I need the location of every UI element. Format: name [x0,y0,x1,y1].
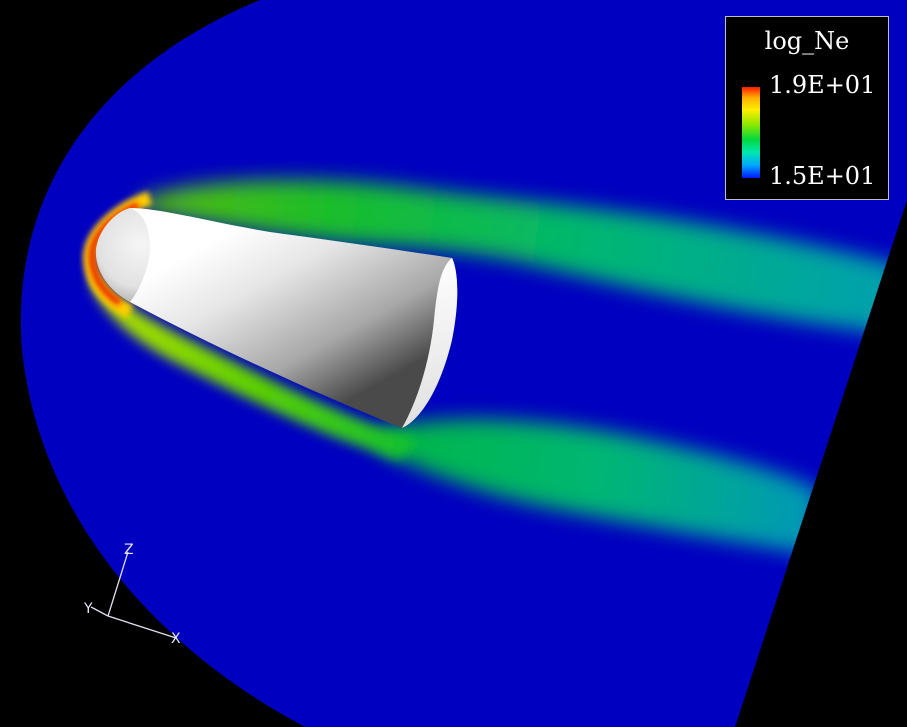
legend-max-label: 1.9E+01 [769,71,876,99]
capsule-base [402,258,458,428]
upper-wake-plume [140,179,900,335]
z-axis-line [107,551,129,617]
y-axis-line [90,606,109,617]
capsule-nose-highlight [95,208,150,302]
y-axis-label: Y [83,601,93,617]
x-axis-line [107,615,177,639]
capsule-body [95,208,458,428]
axes-triad [90,551,177,639]
legend-title: log_Ne [764,27,850,55]
lower-wake-plume [380,419,820,555]
legend-min-label: 1.5E+01 [769,162,876,190]
z-axis-label: Z [124,542,134,558]
x-axis-label: X [171,631,181,647]
legend-colorbar [742,87,760,178]
color-legend: log_Ne 1.9E+01 1.5E+01 [725,16,889,200]
lower-plasma-sheath [90,270,420,460]
capsule-surface [95,208,458,428]
